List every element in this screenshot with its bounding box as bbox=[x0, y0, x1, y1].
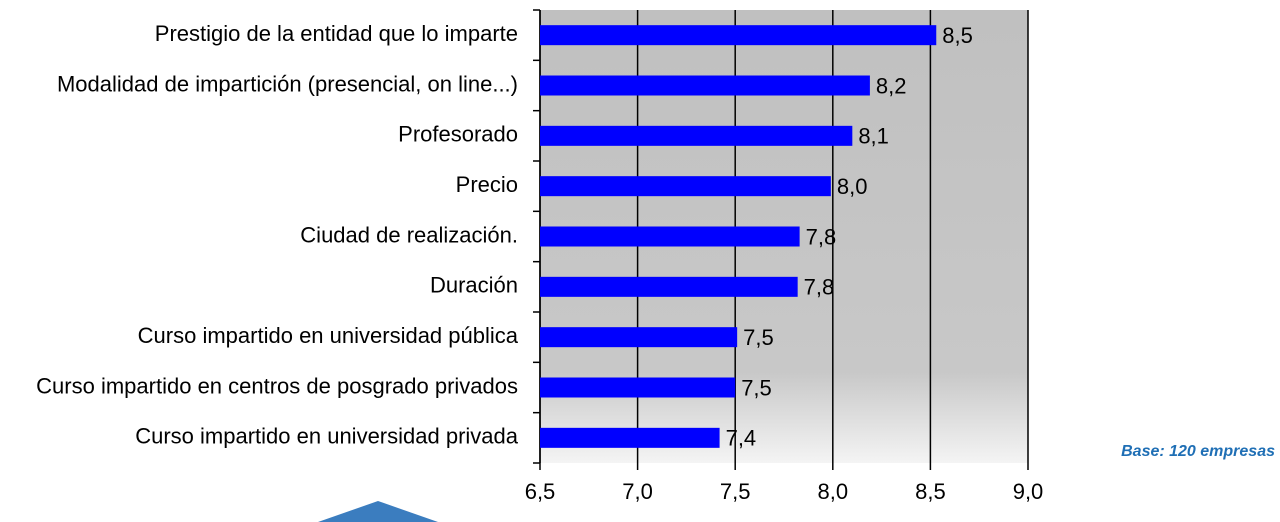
x-tick-label: 9,0 bbox=[1013, 479, 1044, 504]
bar bbox=[540, 125, 853, 146]
y-tick-label: Prestigio de la entidad que lo imparte bbox=[155, 21, 518, 46]
value-label: 8,0 bbox=[837, 174, 868, 199]
y-tick-label: Curso impartido en universidad pública bbox=[138, 323, 519, 348]
x-tick-label: 6,5 bbox=[525, 479, 556, 504]
bar bbox=[540, 377, 736, 398]
annotation: Base: 120 empresas bbox=[1121, 443, 1275, 460]
decoration bbox=[318, 501, 438, 522]
y-tick-label: Precio bbox=[456, 172, 518, 197]
bar bbox=[540, 427, 720, 448]
bar bbox=[540, 276, 798, 297]
y-tick-label: Ciudad de realización. bbox=[300, 222, 518, 247]
bar bbox=[540, 75, 870, 96]
value-label: 8,2 bbox=[876, 73, 907, 98]
x-tick-label: 7,0 bbox=[622, 479, 653, 504]
x-tick-label: 8,0 bbox=[818, 479, 849, 504]
value-label: 7,8 bbox=[804, 275, 835, 300]
bar bbox=[540, 226, 800, 247]
bar bbox=[540, 327, 738, 348]
value-label: 7,5 bbox=[743, 325, 774, 350]
value-label: 7,5 bbox=[741, 375, 772, 400]
value-label: 8,1 bbox=[858, 124, 889, 149]
y-tick-label: Profesorado bbox=[398, 122, 518, 147]
y-tick-label: Curso impartido en centros de posgrado p… bbox=[36, 373, 518, 398]
value-label: 7,4 bbox=[726, 426, 757, 451]
value-label: 7,8 bbox=[806, 224, 837, 249]
y-tick-label: Curso impartido en universidad privada bbox=[135, 424, 519, 449]
x-tick-label: 8,5 bbox=[915, 479, 946, 504]
bar bbox=[540, 25, 937, 46]
value-label: 8,5 bbox=[942, 23, 973, 48]
y-tick-label: Duración bbox=[430, 273, 518, 298]
bar bbox=[540, 176, 831, 197]
y-tick-label: Modalidad de impartición (presencial, on… bbox=[57, 71, 518, 96]
x-tick-label: 7,5 bbox=[720, 479, 751, 504]
